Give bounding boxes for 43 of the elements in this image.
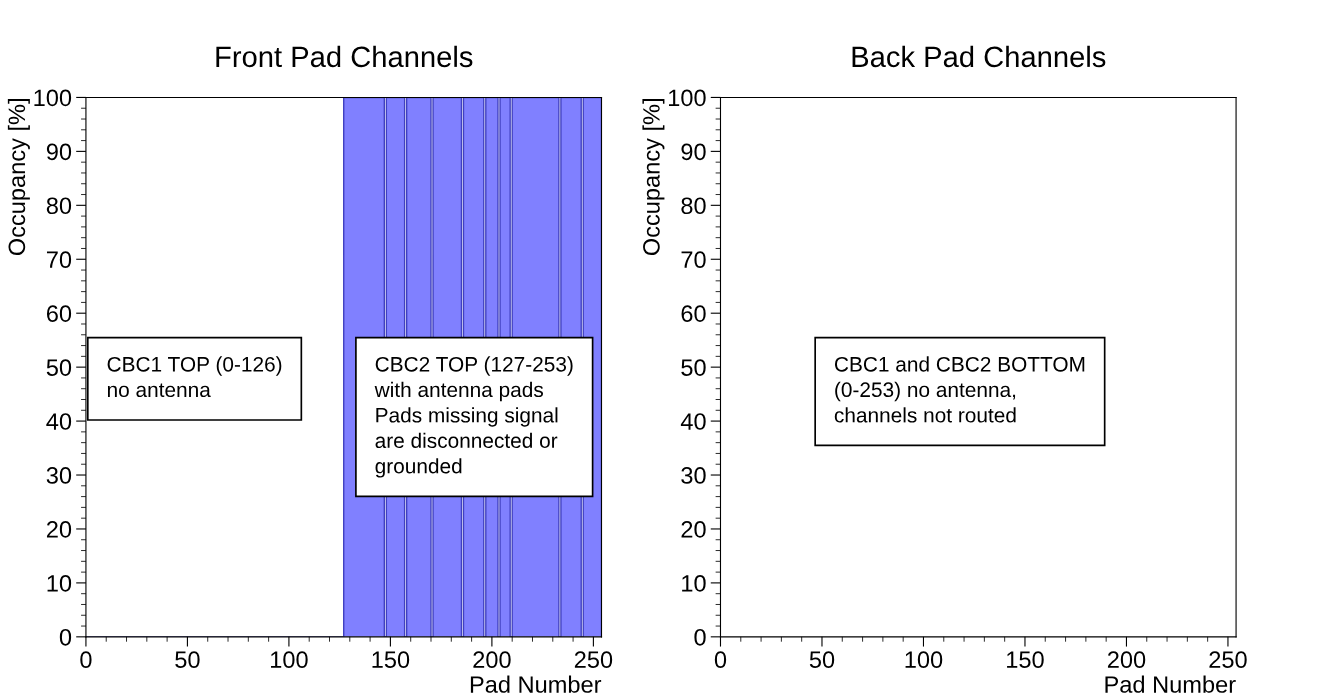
x-tick-label: 100 xyxy=(271,651,308,669)
y-tick-label: 30 xyxy=(681,467,706,484)
y-tick-label: 40 xyxy=(46,413,72,430)
x-tick-label: 150 xyxy=(372,651,410,669)
y-tick-label: 70 xyxy=(681,251,706,269)
y-tick-label: 50 xyxy=(681,359,706,376)
x-tick-label: 100 xyxy=(905,651,943,669)
x-tick-label: 0 xyxy=(714,651,727,669)
x-tick-label: 250 xyxy=(574,651,613,669)
annotation: CBC1 TOP (0-126) no antenna xyxy=(107,356,282,398)
y-tick-label: 50 xyxy=(46,359,72,376)
x-tick-label: 0 xyxy=(80,651,92,669)
x-axis-title: Pad Number xyxy=(1105,675,1236,693)
y-tick-label: 10 xyxy=(47,574,72,592)
y-tick-label: 80 xyxy=(46,197,72,215)
y-tick-label: 60 xyxy=(681,305,706,322)
x-tick-label: 50 xyxy=(809,651,835,669)
y-axis-title: Occupancy [%] xyxy=(642,99,665,256)
y-tick-label: 0 xyxy=(694,628,706,646)
y-tick-label: 90 xyxy=(46,143,72,161)
y-tick-label: 20 xyxy=(681,521,706,538)
y-tick-label: 0 xyxy=(59,628,72,646)
y-tick-label: 30 xyxy=(46,467,72,484)
y-tick-label: 100 xyxy=(669,89,706,107)
y-tick-label: 40 xyxy=(680,413,706,430)
y-tick-label: 70 xyxy=(46,251,72,269)
x-tick-label: 200 xyxy=(1107,651,1146,669)
y-tick-label: 90 xyxy=(681,143,706,161)
y-tick-label: 80 xyxy=(681,197,706,215)
y-tick-label: 10 xyxy=(682,574,706,592)
annotation: CBC1 and CBC2 BOTTOM (0-253) no antenna, channels not routed xyxy=(834,356,1085,423)
x-tick-label: 150 xyxy=(1007,651,1044,669)
x-axis-title: Pad Number xyxy=(470,675,602,693)
annotation: CBC2 TOP (127-253) with antenna pads Pads missing signal are disconnected or grounded xyxy=(374,356,573,478)
y-axis-title: Occupancy [%] xyxy=(7,99,30,256)
y-tick-label: 20 xyxy=(46,521,72,538)
x-tick-label: 50 xyxy=(175,651,200,669)
chart-title: Front Pad Channels xyxy=(216,45,473,68)
x-tick-label: 200 xyxy=(473,651,511,669)
y-tick-label: 60 xyxy=(46,305,72,322)
y-tick-label: 100 xyxy=(34,89,72,107)
chart-title: Back Pad Channels xyxy=(852,45,1106,68)
x-tick-label: 250 xyxy=(1209,651,1247,669)
